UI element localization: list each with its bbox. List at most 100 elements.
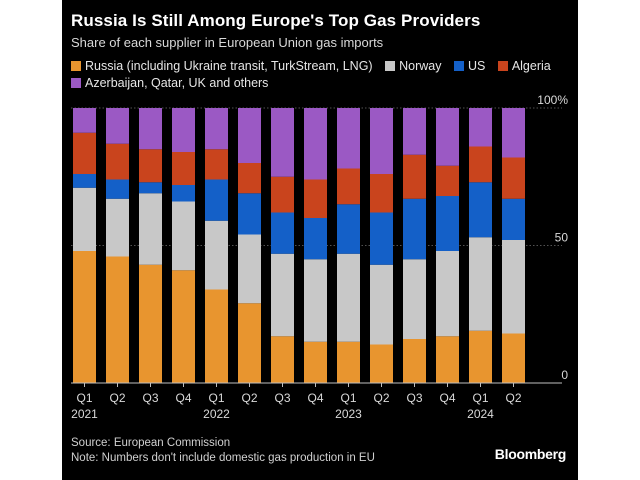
bar-segment [205,149,228,180]
bar-segment [172,185,195,202]
bar-segment [304,179,327,218]
legend-item-norway: Norway [385,58,441,75]
legend-swatch-russia [71,61,81,71]
x-tick-label: Q1 [472,391,488,405]
legend-label-norway: Norway [399,59,442,73]
bar-segment [469,237,492,331]
bar-segment [502,108,525,158]
bar-segment [403,198,426,260]
y-tick-label: 0 [561,368,568,382]
bar-segment [238,193,261,235]
x-tick-label: Q4 [439,391,455,405]
bar-segment [139,108,162,150]
bar-segment [436,251,459,337]
bar-segment [337,168,360,205]
bar-segment [337,108,360,169]
bar-segment [469,108,492,147]
bar-segment [139,149,162,183]
x-tick-label: Q1 [340,391,356,405]
x-tick-label: Q1 [76,391,92,405]
chart-title: Russia Is Still Among Europe's Top Gas P… [71,11,481,30]
legend-item-us: US [453,58,486,75]
legend-item-algeria: Algeria [497,58,551,75]
bar-segment [370,344,393,383]
x-tick-label: Q2 [505,391,521,405]
bar-segment [172,270,195,383]
bar-segment [271,176,294,213]
bar-segment [271,336,294,383]
bar-segment [106,143,129,180]
bar-segment [469,182,492,238]
bar-segment [238,163,261,194]
bar-segment [436,108,459,166]
bar-segment [106,256,129,383]
bar-segment [436,165,459,196]
bar-segment [403,108,426,155]
bar-segment [502,333,525,383]
x-tick-year-label: 2024 [467,407,494,421]
bar-segment [370,212,393,265]
bar-segment [502,198,525,240]
legend-swatch-algeria [497,61,508,71]
legend: Russia (including Ukraine transit, TurkS… [71,58,571,92]
bar-segment [337,204,360,254]
bar-segment [73,187,96,251]
bar-segment [172,201,195,271]
legend-swatch-us [453,61,464,71]
source-note: Source: European Commission [71,437,231,449]
bar-segment [205,179,228,221]
bar-segment [205,220,228,290]
bar-segment [106,198,129,257]
bar-segment [271,253,294,337]
bar-segment [502,157,525,199]
bar-segment [436,336,459,383]
legend-label-others: Azerbaijan, Qatar, UK and others [85,76,269,90]
bar-segment [304,341,327,383]
legend-label-algeria: Algeria [511,59,551,73]
legend-swatch-others [71,78,81,88]
legend-item-russia: Russia (including Ukraine transit, TurkS… [71,58,373,75]
bar-segment [139,264,162,383]
bar-segment [238,303,261,383]
bloomberg-logo: Bloomberg [494,446,567,462]
bar-segment [337,341,360,383]
x-tick-year-label: 2021 [71,407,98,421]
legend-swatch-norway [385,61,396,71]
x-tick-label: Q3 [142,391,158,405]
bar-segment [73,108,96,133]
bar-segment [139,182,162,194]
bar-segment [469,146,492,183]
bar-segment [370,108,393,174]
bar-segment [304,218,327,260]
bar-segment [271,212,294,254]
bar-segment [238,108,261,163]
bar-segment [205,289,228,383]
x-tick-label: Q1 [208,391,224,405]
bar-segment [370,264,393,345]
y-tick-label: 50 [555,231,569,245]
chart-panel: Russia Is Still Among Europe's Top Gas P… [62,0,578,480]
bar-segment [403,259,426,339]
bar-segment [205,108,228,150]
x-tick-label: Q3 [274,391,290,405]
chart-subtitle: Share of each supplier in European Union… [71,35,384,50]
bar-segment [370,174,393,213]
bar-segment [403,339,426,383]
x-tick-label: Q2 [373,391,389,405]
bar-segment [304,259,327,342]
footnote: Note: Numbers don't include domestic gas… [71,452,375,464]
legend-item-others: Azerbaijan, Qatar, UK and others [71,75,268,92]
bar-segment [73,174,96,188]
x-tick-label: Q4 [307,391,323,405]
bar-segment [271,108,294,177]
x-tick-year-label: 2022 [203,407,230,421]
bar-segment [172,152,195,185]
bar-segment [403,154,426,199]
bar-segment [436,196,459,251]
legend-label-us: US [467,59,486,73]
bar-segment [106,108,129,144]
x-tick-year-label: 2023 [335,407,362,421]
bar-segment [469,330,492,383]
x-tick-label: Q4 [175,391,191,405]
x-tick-label: Q2 [109,391,125,405]
